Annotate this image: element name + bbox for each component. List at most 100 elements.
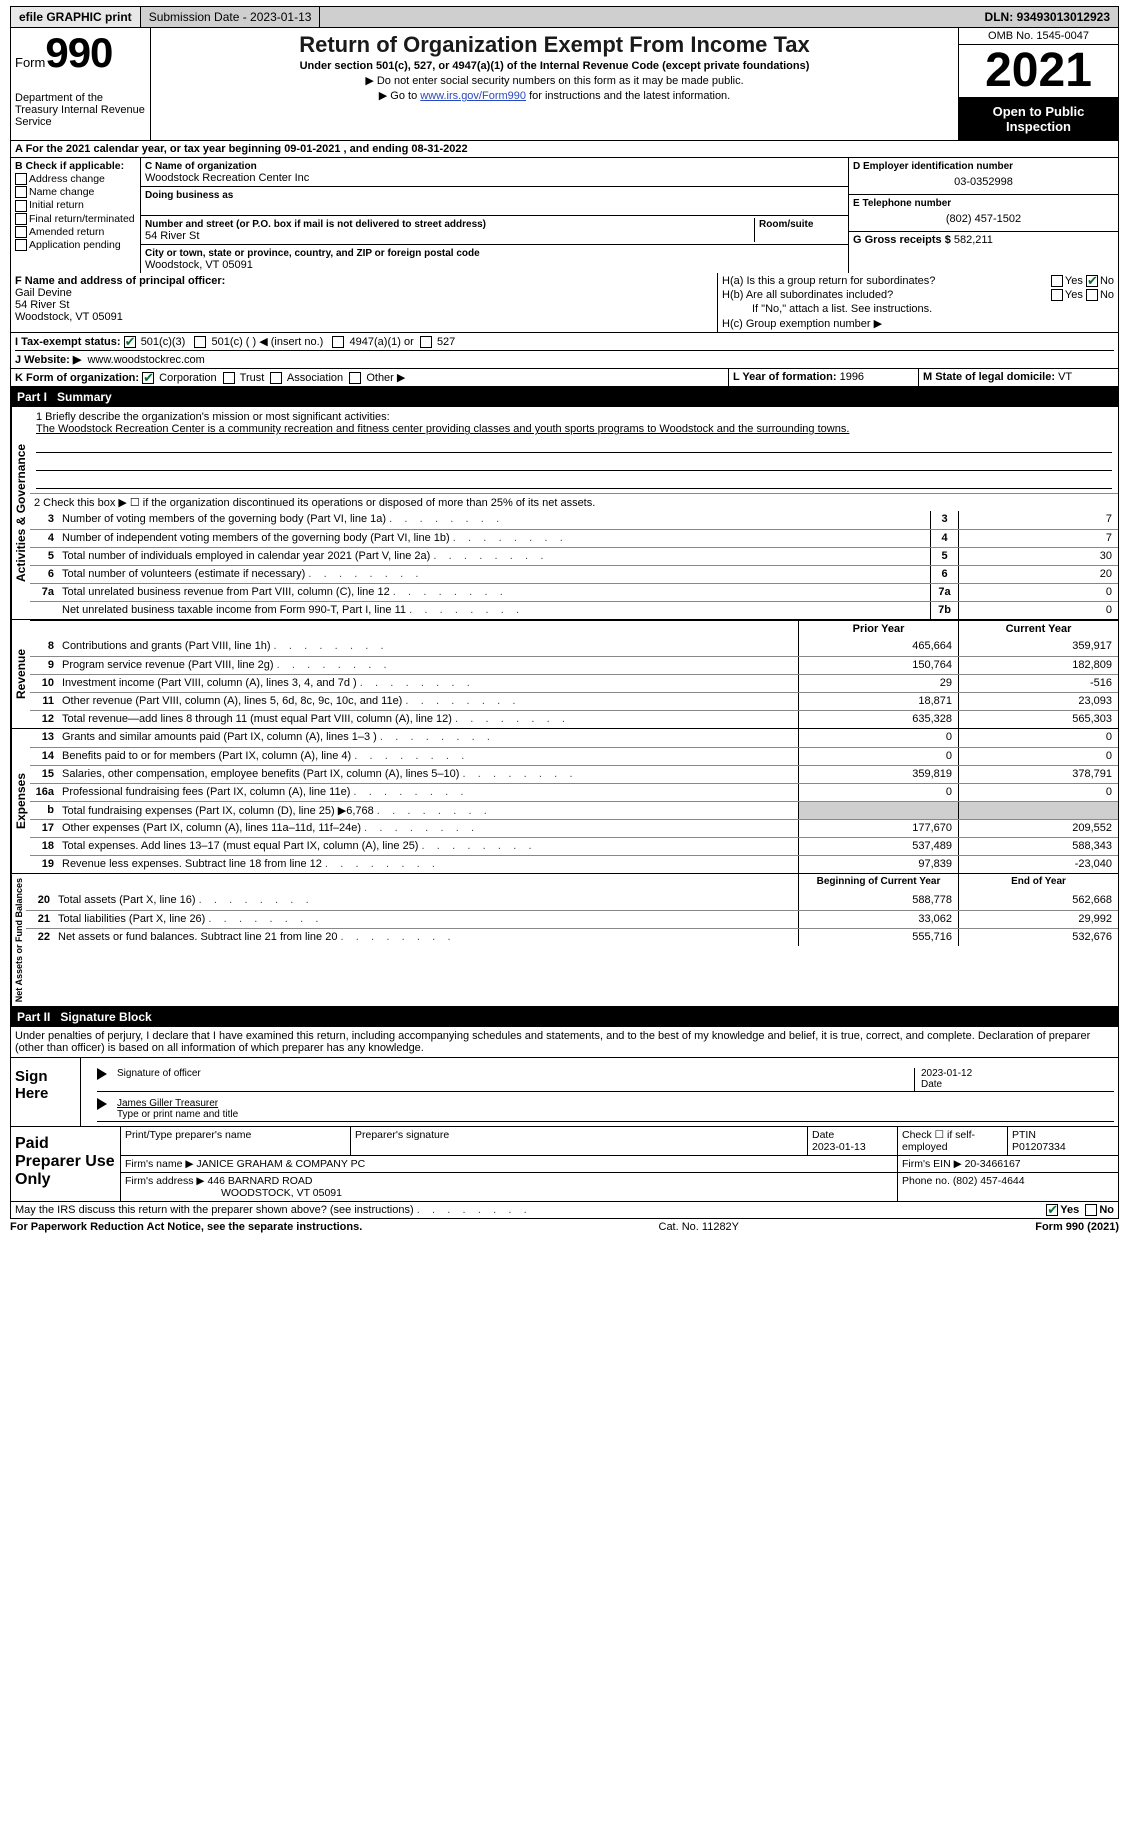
current-year-value: 0 [958,729,1118,747]
line-num: 14 [30,748,58,765]
top-bar: efile GRAPHIC print Submission Date - 20… [10,6,1119,28]
discuss-row: May the IRS discuss this return with the… [10,1202,1119,1219]
chk-final-return[interactable]: Final return/terminated [15,213,136,225]
cat-no: Cat. No. 11282Y [659,1221,740,1233]
chk-corp[interactable] [142,372,154,384]
line-num: 3 [30,511,58,529]
line-text: Total fundraising expenses (Part IX, col… [58,802,798,819]
page-footer: For Paperwork Reduction Act Notice, see … [10,1219,1119,1235]
officer-sig-name: James Giller Treasurer [117,1098,218,1109]
chk-address-change[interactable]: Address change [15,173,136,185]
chk-name-change[interactable]: Name change [15,186,136,198]
prep-sig-label: Preparer's signature [351,1127,808,1155]
line-text: Total liabilities (Part X, line 26) [54,911,798,928]
ptin: P01207334 [1012,1141,1066,1153]
prior-year-value: 555,716 [798,929,958,946]
street: 54 River St [145,230,199,242]
line-text: Total expenses. Add lines 13–17 (must eq… [58,838,798,855]
firm-phone: (802) 457-4644 [953,1175,1025,1187]
discuss-yes[interactable] [1046,1204,1058,1216]
perjury-statement: Under penalties of perjury, I declare th… [11,1027,1118,1058]
paperwork-notice: For Paperwork Reduction Act Notice, see … [10,1221,362,1233]
line-box: 4 [930,530,958,547]
row-m-label: M State of legal domicile: [923,371,1055,383]
current-year-value: 209,552 [958,820,1118,837]
org-name: Woodstock Recreation Center Inc [145,172,309,184]
line-text: Number of independent voting members of … [58,530,930,547]
current-year-value: 23,093 [958,693,1118,710]
sign-here-label: Sign Here [11,1058,81,1126]
line-box: 3 [930,511,958,529]
line-text: Number of voting members of the governin… [58,511,930,529]
line-text: Other expenses (Part IX, column (A), lin… [58,820,798,837]
box-e-label: E Telephone number [853,198,951,209]
dba-label: Doing business as [145,190,233,201]
form-subtitle: Under section 501(c), 527, or 4947(a)(1)… [157,60,952,72]
line-value: 20 [958,566,1118,583]
line-text: Other revenue (Part VIII, column (A), li… [58,693,798,710]
ha-no[interactable] [1086,275,1098,287]
line-text: Total number of volunteers (estimate if … [58,566,930,583]
omb-number: OMB No. 1545-0047 [959,28,1118,45]
box-c-name-label: C Name of organization [145,161,257,172]
line-text: Net assets or fund balances. Subtract li… [54,929,798,946]
city-label: City or town, state or province, country… [145,248,480,259]
chk-527[interactable] [420,336,432,348]
chk-initial-return[interactable]: Initial return [15,199,136,211]
self-employed-check[interactable]: Check ☐ if self-employed [898,1127,1008,1155]
efile-print-button[interactable]: efile GRAPHIC print [11,7,141,27]
line-value: 30 [958,548,1118,565]
ha-label: H(a) Is this a group return for subordin… [722,275,935,287]
phone-value: (802) 457-1502 [853,209,1114,229]
prior-year-value: 18,871 [798,693,958,710]
arrow-icon [97,1068,107,1080]
line-num: 5 [30,548,58,565]
prior-year-value: 588,778 [798,892,958,910]
hb-note: If "No," attach a list. See instructions… [722,303,1114,315]
side-revenue: Revenue [11,620,30,728]
state-domicile: VT [1058,371,1072,383]
open-to-public: Open to Public Inspection [959,98,1118,140]
chk-app-pending[interactable]: Application pending [15,239,136,251]
chk-amended[interactable]: Amended return [15,226,136,238]
line-box: 7b [930,602,958,619]
street-label: Number and street (or P.O. box if mail i… [145,219,486,230]
sign-date: 2023-01-12 [921,1068,972,1079]
chk-assoc[interactable] [270,372,282,384]
chk-trust[interactable] [223,372,235,384]
hc-label: H(c) Group exemption number ▶ [722,317,1114,330]
line-num: 17 [30,820,58,837]
line-num: b [30,802,58,819]
line-text: Investment income (Part VIII, column (A)… [58,675,798,692]
chk-501c3[interactable] [124,336,136,348]
line-box: 6 [930,566,958,583]
dept-label: Department of the Treasury Internal Reve… [15,92,146,128]
line-value: 7 [958,511,1118,529]
line-num: 10 [30,675,58,692]
line-num: 21 [26,911,54,928]
line-num: 4 [30,530,58,547]
line-num: 22 [26,929,54,946]
side-expenses: Expenses [11,729,30,873]
ha-yes[interactable] [1051,275,1063,287]
current-year-value: 562,668 [958,892,1118,910]
form-ref: Form 990 (2021) [1035,1221,1119,1233]
box-d-label: D Employer identification number [853,161,1013,172]
chk-other[interactable] [349,372,361,384]
hb-yes[interactable] [1051,289,1063,301]
row-j-label: J Website: ▶ [15,354,81,366]
line-value: 0 [958,602,1118,619]
firm-addr1: 446 BARNARD ROAD [207,1175,312,1187]
current-year-value [958,802,1118,819]
chk-4947[interactable] [332,336,344,348]
dln: DLN: 93493013012923 [977,7,1118,27]
discuss-no[interactable] [1085,1204,1097,1216]
chk-501c[interactable] [194,336,206,348]
section-b-to-g: B Check if applicable: Address change Na… [10,158,1119,273]
row-i-j: I Tax-exempt status: 501(c)(3) 501(c) ( … [10,333,1119,369]
prior-year-value: 359,819 [798,766,958,783]
mission-answer: The Woodstock Recreation Center is a com… [36,423,1112,435]
firm-addr2: WOODSTOCK, VT 05091 [221,1187,342,1199]
hb-no[interactable] [1086,289,1098,301]
irs-link[interactable]: www.irs.gov/Form990 [420,90,526,102]
